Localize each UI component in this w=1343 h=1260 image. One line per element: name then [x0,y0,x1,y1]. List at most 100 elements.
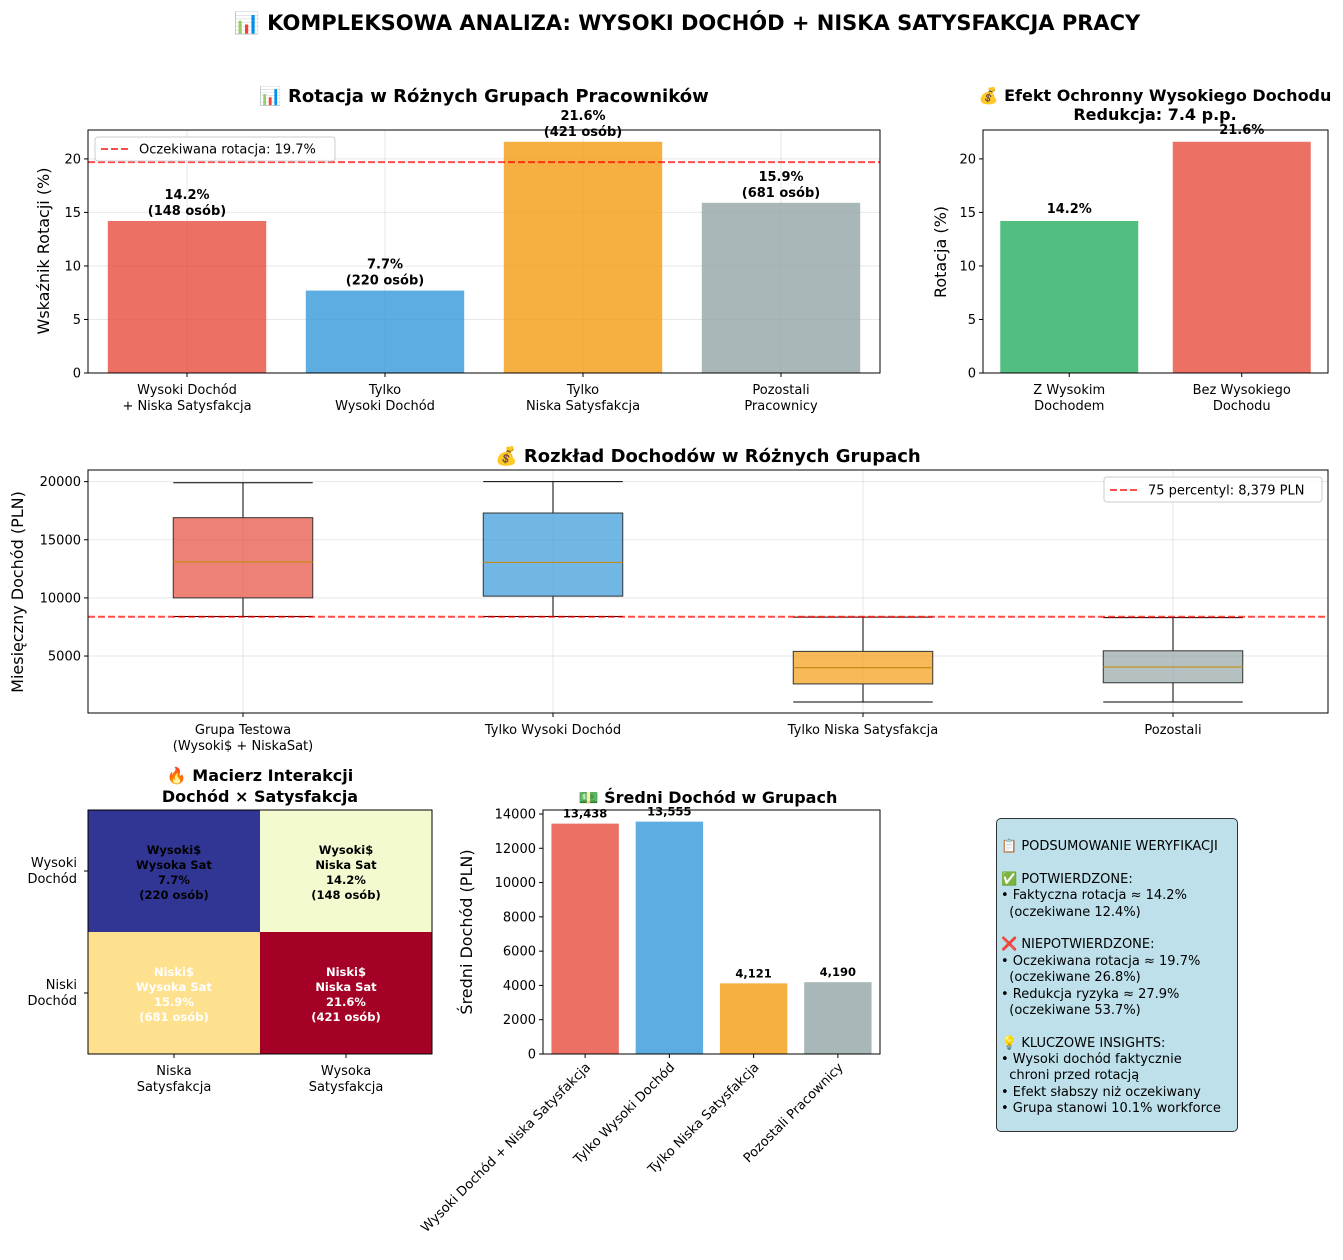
ytick-label: 8000 [503,910,536,925]
xtick-label: Bez Wysokiego Dochodu [1193,383,1291,414]
legend-box [94,136,336,162]
axes-frame [87,129,881,374]
summary-line: ❌ NIEPOTWIERDZONE: [1001,937,1155,953]
heatmap-cell-label: Wysoki$ Niska Sat 14.2% (148 osób) [311,843,380,902]
figure-suptitle: 📊 KOMPLEKSOWA ANALIZA: WYSOKI DOCHÓD + N… [234,10,1141,35]
ytick-label: 0 [528,1048,536,1063]
bar [305,290,465,373]
bar [635,821,704,1054]
ytick-label: 20000 [40,475,81,490]
legend-label: 75 percentyl: 8,379 PLN [1148,484,1304,499]
summary-line: 💡 KLUCZOWE INSIGHTS: [1001,1035,1166,1051]
summary-line: • Grupa stanowi 10.1% workforce [1001,1101,1221,1117]
summary-line: ✅ POTWIERDZONE: [1001,871,1133,887]
legend-box [1103,476,1323,503]
average-income-chart: 0 2000 4000 6000 8000 10000 12000 14000 13,438 Wy… [419,788,881,1236]
ytick-label: 10000 [495,876,536,891]
ytick-label: 15000 [40,533,81,548]
heatmap-cell [260,810,432,932]
xtick-label: Wysoki Dochód + Niska Satysfakcja [122,383,251,414]
summary-line: (oczekiwane 26.8%) [1001,970,1141,986]
box [482,512,624,597]
bar [719,983,788,1054]
row-label: Wysoki Dochód [27,856,77,887]
y-axis-label: Wskaźnik Rotacji (%) [34,167,53,334]
chart-title: 💰 Efekt Ochronny Wysokiego Dochodu Redukc… [979,86,1332,124]
y-axis-label: Miesięczny Dochód (PLN) [8,491,27,693]
income-distribution-chart: 5000 10000 15000 20000 Grupa Testowa (Wysoki$… [8,445,1329,754]
ytick-label: 4000 [503,979,536,994]
axes-frame [982,129,1329,374]
bar [503,141,663,373]
row-label: Niski Dochód [27,978,77,1009]
heatmap-cell [88,810,260,932]
legend: Oczekiwana rotacja: 19.7% [94,136,336,162]
ytick-label: 15 [64,206,81,221]
heatmap-cell-label: Wysoki$ Wysoka Sat 7.7% (220 osób) [136,843,212,902]
ytick-label: 14000 [495,807,536,822]
interaction-matrix-chart: Wysoki$ Wysoka Sat 7.7% (220 osób) Wysoki$ Ni… [27,766,433,1095]
ytick-label: 12000 [495,842,536,857]
axes-frame [87,469,1329,714]
xtick-label: Pozostali [1144,723,1201,738]
axes-frame [87,809,433,1055]
summary-box: 📋 PODSUMOWANIE WERYFIKACJI ✅ POTWIERDZONE… [996,818,1238,1132]
y-axis-label: Średni Dochód (PLN) [457,849,476,1014]
col-label: Wysoka Satysfakcja [309,1064,384,1095]
ytick-label: 15 [959,206,976,221]
ytick-label: 0 [968,367,976,382]
bar-value-label: 21.6% (421 osób) [544,109,622,140]
summary-line [1001,1019,1237,1035]
ytick-label: 10 [64,259,81,274]
heatmap-cell [260,932,432,1054]
xtick-label: Tylko Niska Satysfakcja [787,723,938,738]
xtick-label: Tylko Wysoki Dochód [484,723,621,738]
summary-line: • Redukcja ryzyka ≈ 27.9% [1001,986,1180,1002]
chart-title: 💰 Rozkład Dochodów w Różnych Grupach [495,445,921,467]
chart-title: 🔥 Macierz Interakcji Dochód × Satysfakcja [162,766,358,806]
summary-line [1001,921,1237,937]
ytick-label: 6000 [503,945,536,960]
ytick-label: 10 [959,259,976,274]
ytick-label: 0 [73,367,81,382]
bar [107,220,267,373]
xtick-label: Pozostali Pracownicy [744,383,818,414]
heatmap-cell-label: Niski$ Wysoka Sat 15.9% (681 osób) [136,965,212,1024]
summary-line: • Oczekiwana rotacja ≈ 19.7% [1001,953,1201,969]
summary-line: • Wysoki dochód faktycznie [1001,1052,1182,1068]
legend-label: Oczekiwana rotacja: 19.7% [139,143,316,158]
ytick-label: 2000 [503,1013,536,1028]
xtick-label: Tylko Niska Satysfakcja [526,383,640,414]
chart-title: 💵 Średni Dochód w Grupach [579,788,838,807]
rotation-chart: 0 5 10 15 20 14.2% (148 osób) Wysoki Dochód + Ni… [34,85,881,414]
heatmap-cell-label: Niski$ Niska Sat 21.6% (421 osób) [311,965,380,1024]
xtick-label: Tylko Wysoki Dochód [335,383,435,414]
xtick-label: Wysoki Dochód + Niska Satysfakcja [419,1060,594,1235]
summary-line: (oczekiwane 12.4%) [1001,904,1141,920]
bar-value-label: 14.2% (148 osób) [148,188,226,219]
box [172,517,314,599]
chart-title: 📊 Rotacja w Różnych Grupach Pracowników [259,85,708,107]
bar-value-label: 7.7% (220 osób) [346,258,424,289]
legend: 75 percentyl: 8,379 PLN [1103,476,1323,503]
ytick-label: 5 [73,313,81,328]
xtick-label: Grupa Testowa (Wysoki$ + NiskaSat) [173,723,313,754]
bar [804,982,872,1054]
bar [551,823,619,1054]
bar-value-label: 14.2% [1047,202,1092,217]
summary-line: chroni przed rotacją [1001,1068,1140,1084]
axes-frame [542,809,881,1055]
summary-line: • Efekt słabszy niż oczekiwany [1001,1084,1201,1100]
bar-value-label: 4,121 [735,966,771,980]
bar [1000,220,1139,373]
summary-line: 📋 PODSUMOWANIE WERYFIKACJI [1001,839,1218,854]
bar-value-label: 15.9% (681 osób) [742,170,820,201]
col-label: Niska Satysfakcja [137,1064,212,1095]
xtick-label: Z Wysokim Dochodem [1033,383,1105,414]
ytick-label: 10000 [40,591,81,606]
ytick-label: 20 [64,152,81,167]
ytick-label: 5000 [48,650,81,665]
heatmap-cell [88,932,260,1054]
ytick-label: 5 [968,313,976,328]
